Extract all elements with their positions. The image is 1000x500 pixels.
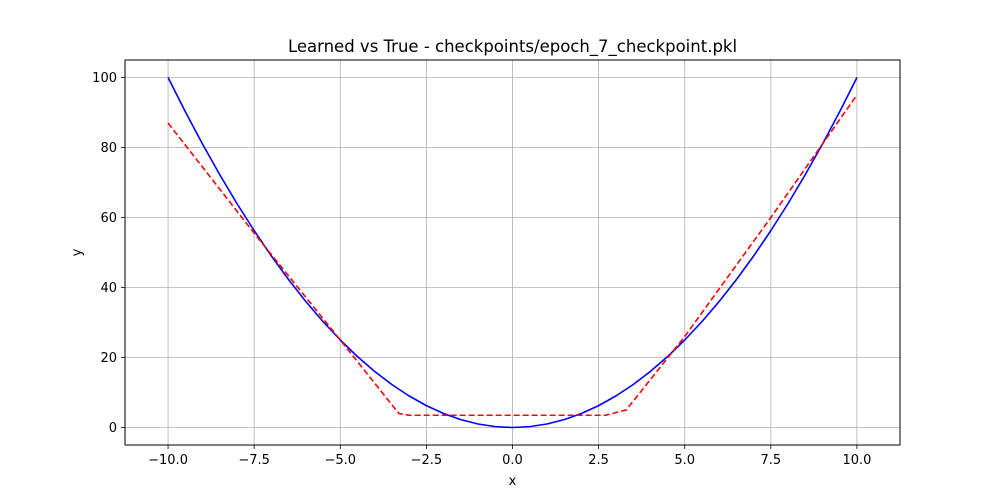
true-series-line (167, 77, 858, 429)
x-tick-label: −2.5 (411, 453, 443, 468)
x-tick-label: −7.5 (238, 453, 270, 468)
x-tick-label: −5.0 (324, 453, 356, 468)
learned-series-line (167, 94, 858, 417)
y-tick-label: 100 (92, 71, 117, 86)
y-tick-label: 40 (100, 281, 117, 296)
series-layer (167, 77, 858, 429)
y-tick-label: 20 (100, 351, 117, 366)
x-tick-label: 7.5 (760, 453, 781, 468)
x-axis-ticks: −10.0 −7.5 −5.0 −2.5 0.0 2.5 5.0 7.5 10.0 (148, 445, 871, 468)
y-tick-label: 80 (100, 141, 117, 156)
x-tick-label: 2.5 (588, 453, 609, 468)
y-axis-label: y (70, 248, 85, 256)
y-tick-label: 60 (100, 211, 117, 226)
x-tick-label: 0.0 (502, 453, 523, 468)
y-axis-ticks: 0 20 40 60 80 100 (92, 71, 125, 436)
x-axis-label: x (509, 474, 517, 489)
chart-title: Learned vs True - checkpoints/epoch_7_ch… (288, 37, 737, 57)
x-tick-label: 5.0 (674, 453, 695, 468)
x-tick-label: −10.0 (148, 453, 188, 468)
x-tick-label: 10.0 (842, 453, 871, 468)
y-tick-label: 0 (109, 421, 117, 436)
